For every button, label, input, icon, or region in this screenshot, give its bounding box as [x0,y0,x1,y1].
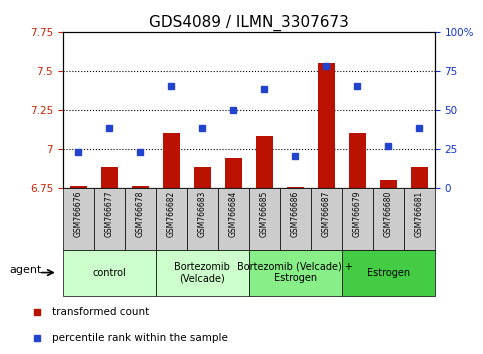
Text: GSM766679: GSM766679 [353,191,362,237]
Bar [63,188,94,250]
Bar [311,188,342,250]
Bar [94,188,125,250]
Text: transformed count: transformed count [53,307,150,317]
Text: GSM766678: GSM766678 [136,191,145,237]
Text: GSM766682: GSM766682 [167,191,176,237]
Text: GSM766687: GSM766687 [322,191,331,237]
Text: GSM766680: GSM766680 [384,191,393,237]
Bar [411,167,428,188]
Text: GSM766677: GSM766677 [105,191,114,237]
Bar [249,188,280,250]
Title: GDS4089 / ILMN_3307673: GDS4089 / ILMN_3307673 [149,14,349,30]
Text: GSM766676: GSM766676 [74,191,83,237]
Bar [225,158,242,188]
Text: Estrogen: Estrogen [367,268,410,278]
Text: Bortezomib (Velcade) +
Estrogen: Bortezomib (Velcade) + Estrogen [237,262,353,284]
Bar [342,250,435,296]
Bar [125,188,156,250]
Text: control: control [92,268,126,278]
Bar [404,188,435,250]
Text: Bortezomib
(Velcade): Bortezomib (Velcade) [174,262,230,284]
Bar [101,167,118,188]
Bar [342,188,373,250]
Bar [318,63,335,188]
Text: GSM766685: GSM766685 [260,191,269,237]
Bar [70,186,87,188]
Bar [249,250,342,296]
Text: agent: agent [10,265,42,275]
Bar [280,188,311,250]
Bar [380,180,397,188]
Text: percentile rank within the sample: percentile rank within the sample [53,333,228,343]
Bar [163,133,180,188]
Bar [373,188,404,250]
Bar [287,187,304,188]
Bar [256,136,273,188]
Text: GSM766686: GSM766686 [291,191,300,237]
Bar [187,188,218,250]
Bar [194,167,211,188]
Bar [218,188,249,250]
Text: GSM766683: GSM766683 [198,191,207,237]
Bar [156,188,187,250]
Bar [132,186,149,188]
Bar [349,133,366,188]
Bar [156,250,249,296]
Text: GSM766684: GSM766684 [229,191,238,237]
Bar [63,250,156,296]
Text: GSM766681: GSM766681 [415,191,424,237]
